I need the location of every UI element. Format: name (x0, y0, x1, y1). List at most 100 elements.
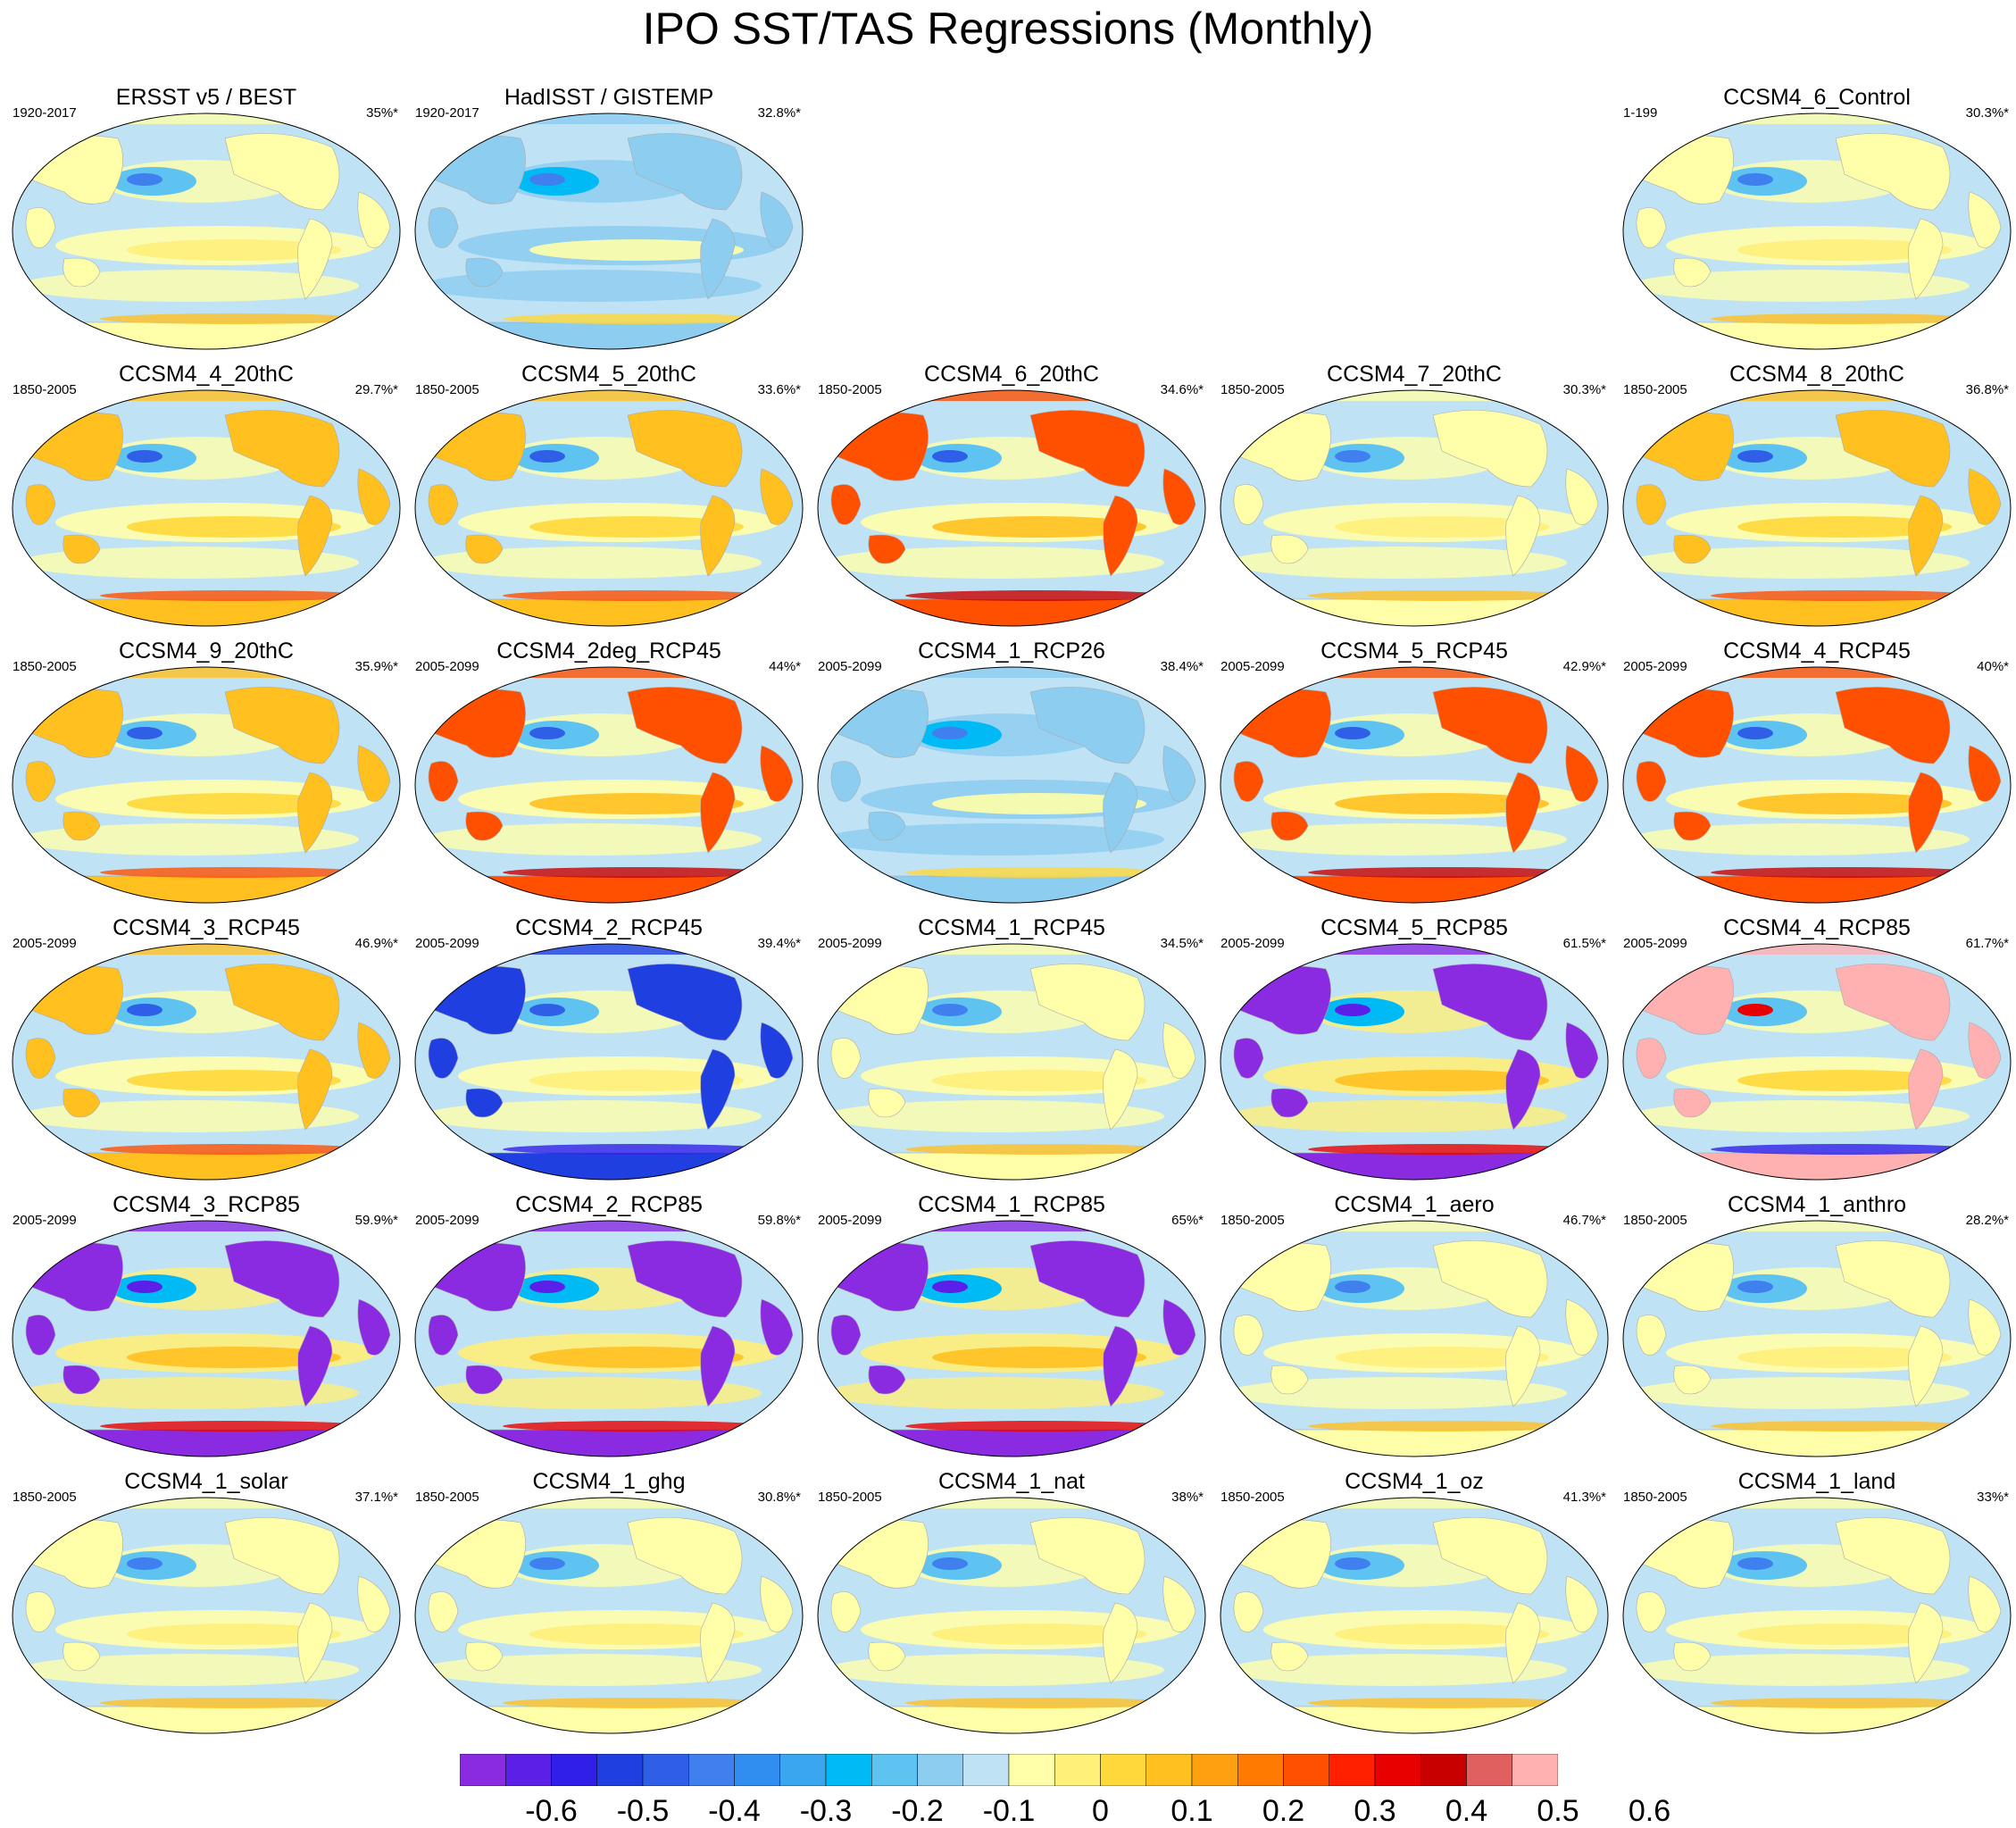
panel-title: CCSM4_9_20thC (119, 639, 294, 664)
map-panel: CCSM4_1_nat 1850-2005 38%* (811, 1469, 1212, 1737)
colorbar-tick-label: 0.6 (1628, 1794, 1671, 1828)
panel-title: CCSM4_1_RCP85 (918, 1192, 1105, 1217)
colorbar-swatch (1191, 1754, 1238, 1786)
world-map (12, 666, 401, 904)
world-map (1622, 666, 2012, 904)
colorbar-tick-label: 0.2 (1262, 1794, 1305, 1828)
colorbar-tick-label: -0.2 (891, 1794, 944, 1828)
map-panel: CCSM4_5_20thC 1850-2005 33.6%* (408, 362, 810, 630)
map-panel: CCSM4_3_RCP85 2005-2099 59.9%* (5, 1192, 407, 1460)
colorbar (460, 1754, 1558, 1786)
panel-year-range: 2005-2099 (12, 1213, 77, 1228)
world-map (1622, 1497, 2012, 1734)
panel-title: CCSM4_6_20thC (924, 362, 1099, 387)
panel-year-range: 2005-2099 (415, 659, 479, 674)
colorbar-swatch (596, 1754, 644, 1786)
panel-year-range: 1850-2005 (415, 1490, 479, 1505)
world-map (817, 1497, 1206, 1734)
map-panel: CCSM4_3_RCP45 2005-2099 46.9%* (5, 915, 407, 1183)
panel-variance-percent: 61.5%* (1562, 936, 1606, 951)
map-panel: ERSST v5 / BEST 1920-2017 35%* (5, 85, 407, 353)
colorbar-swatch (1237, 1754, 1284, 1786)
panel-variance-percent: 34.5%* (1160, 936, 1204, 951)
panel-year-range: 1850-2005 (12, 659, 77, 674)
panel-variance-percent: 42.9%* (1562, 659, 1606, 674)
map-panel: CCSM4_5_RCP45 2005-2099 42.9%* (1213, 639, 1615, 906)
map-panel: CCSM4_1_RCP45 2005-2099 34.5%* (811, 915, 1212, 1183)
panel-year-range: 2005-2099 (415, 1213, 479, 1228)
colorbar-tick-label: -0.5 (616, 1794, 670, 1828)
world-map (1220, 943, 1609, 1181)
world-map (1220, 666, 1609, 904)
map-panel: CCSM4_6_20thC 1850-2005 34.6%* (811, 362, 1212, 630)
colorbar-swatch (505, 1754, 552, 1786)
panel-title: CCSM4_7_20thC (1327, 362, 1502, 387)
panel-variance-percent: 40%* (1977, 659, 2009, 674)
map-panel: CCSM4_1_RCP26 2005-2099 38.4%* (811, 639, 1212, 906)
world-map (12, 113, 401, 350)
map-panel: CCSM4_1_aero 1850-2005 46.7%* (1213, 1192, 1615, 1460)
panel-variance-percent: 59.9%* (354, 1213, 398, 1228)
colorbar-swatch (1054, 1754, 1101, 1786)
world-map (414, 943, 804, 1181)
world-map (1622, 943, 2012, 1181)
colorbar-swatch (1420, 1754, 1467, 1786)
map-panel: CCSM4_9_20thC 1850-2005 35.9%* (5, 639, 407, 906)
panel-variance-percent: 59.8%* (757, 1213, 801, 1228)
colorbar-swatch (551, 1754, 597, 1786)
panel-variance-percent: 61.7%* (1965, 936, 2009, 951)
panel-title: CCSM4_3_RCP85 (112, 1192, 300, 1217)
panel-title: CCSM4_8_20thC (1729, 362, 1904, 387)
panel-title: CCSM4_1_aero (1334, 1192, 1495, 1217)
panel-title: CCSM4_5_RCP45 (1320, 639, 1508, 664)
colorbar-tick-label: 0.4 (1445, 1794, 1488, 1828)
map-panel: CCSM4_1_land 1850-2005 33%* (1616, 1469, 2016, 1737)
map-panel: CCSM4_2_RCP45 2005-2099 39.4%* (408, 915, 810, 1183)
colorbar-swatch (734, 1754, 780, 1786)
colorbar-tick-label: -0.6 (525, 1794, 578, 1828)
map-panel: CCSM4_1_anthro 1850-2005 28.2%* (1616, 1192, 2016, 1460)
colorbar-swatch (1512, 1754, 1558, 1786)
panel-variance-percent: 38%* (1171, 1490, 1204, 1505)
map-panel: CCSM4_4_RCP85 2005-2099 61.7%* (1616, 915, 2016, 1183)
panel-variance-percent: 33.6%* (757, 382, 801, 397)
panel-variance-percent: 37.1%* (354, 1490, 398, 1505)
panel-variance-percent: 30.3%* (1965, 105, 2009, 121)
panel-title: CCSM4_5_20thC (521, 362, 696, 387)
panel-title: CCSM4_5_RCP85 (1320, 915, 1508, 940)
map-panel: CCSM4_6_Control 1-199 30.3%* (1616, 85, 2016, 353)
world-map (414, 113, 804, 350)
colorbar-tick-label: -0.1 (982, 1794, 1036, 1828)
world-map (414, 666, 804, 904)
panel-year-range: 1850-2005 (12, 1490, 77, 1505)
world-map (1220, 389, 1609, 627)
panel-year-range: 1850-2005 (1220, 382, 1285, 397)
panel-year-range: 2005-2099 (818, 659, 882, 674)
world-map (1220, 1220, 1609, 1457)
world-map (1622, 389, 2012, 627)
world-map (414, 1497, 804, 1734)
map-panel: CCSM4_8_20thC 1850-2005 36.8%* (1616, 362, 2016, 630)
world-map (1622, 113, 2012, 350)
map-panel: CCSM4_1_RCP85 2005-2099 65%* (811, 1192, 1212, 1460)
colorbar-tick-label: 0.1 (1170, 1794, 1213, 1828)
panel-year-range: 1850-2005 (1220, 1490, 1285, 1505)
map-panel: CCSM4_7_20thC 1850-2005 30.3%* (1213, 362, 1615, 630)
map-panel: CCSM4_4_20thC 1850-2005 29.7%* (5, 362, 407, 630)
world-map (1622, 1220, 2012, 1457)
map-panel: CCSM4_5_RCP85 2005-2099 61.5%* (1213, 915, 1615, 1183)
panel-variance-percent: 44%* (769, 659, 801, 674)
panel-year-range: 2005-2099 (818, 936, 882, 951)
panel-variance-percent: 35%* (366, 105, 398, 121)
panel-year-range: 2005-2099 (415, 936, 479, 951)
panel-title: CCSM4_2_RCP85 (515, 1192, 703, 1217)
colorbar-swatch (1329, 1754, 1376, 1786)
world-map (817, 1220, 1206, 1457)
world-map (414, 389, 804, 627)
panel-title: CCSM4_1_nat (938, 1469, 1085, 1494)
world-map (817, 666, 1206, 904)
colorbar-swatch (871, 1754, 918, 1786)
map-panel: CCSM4_1_solar 1850-2005 37.1%* (5, 1469, 407, 1737)
colorbar-swatch (1100, 1754, 1146, 1786)
colorbar-tick-label: -0.3 (799, 1794, 853, 1828)
